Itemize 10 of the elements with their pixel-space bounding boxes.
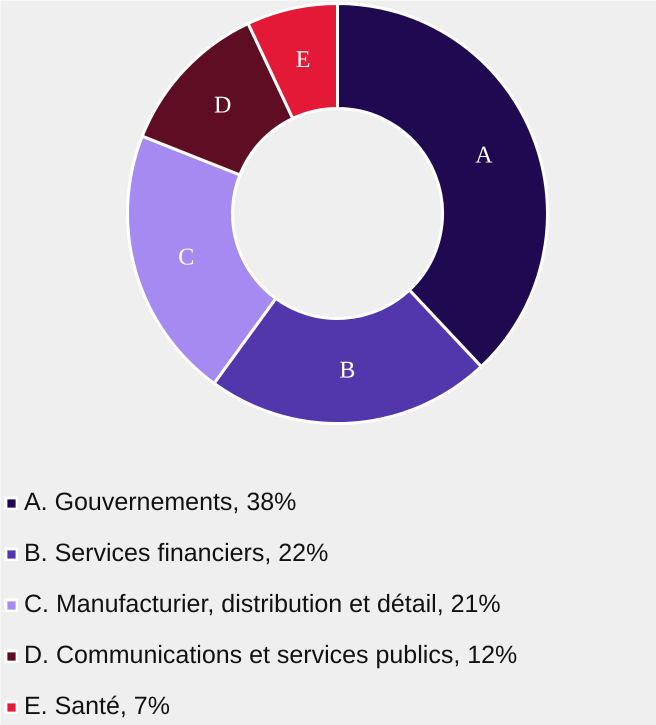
data-label: B xyxy=(339,358,356,384)
data-label: A xyxy=(475,142,494,169)
legend-label: A. Gouvernements, 38% xyxy=(24,488,296,517)
legend-label: C. Manufacturier, distribution et détail, 21% xyxy=(24,590,501,619)
data-label: E xyxy=(296,46,310,73)
legend-label: D. Communications et services publics, 12% xyxy=(24,641,518,670)
data-label: C xyxy=(178,244,194,270)
legend-label: B. Services financiers, 22% xyxy=(24,539,328,568)
data-label: D xyxy=(214,92,232,119)
legend-label: E. Santé, 7% xyxy=(24,692,170,721)
